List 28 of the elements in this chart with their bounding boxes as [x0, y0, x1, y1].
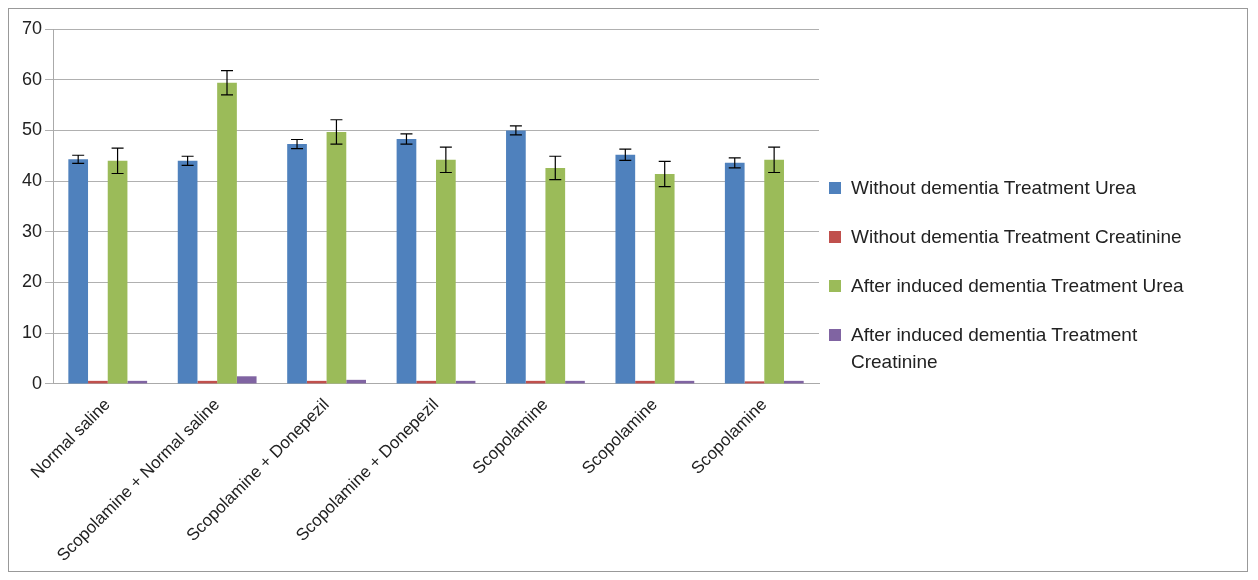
legend-label: After induced dementia Treatment Urea [851, 274, 1184, 298]
legend-label: After induced dementia Treatment Creatinine [851, 323, 1139, 374]
bar [506, 130, 526, 384]
y-tick-label: 20 [21, 271, 43, 292]
legend-label: Without dementia Treatment Urea [851, 176, 1137, 200]
bar [287, 144, 307, 384]
bar [68, 159, 89, 384]
bar [217, 82, 237, 384]
bar [177, 160, 198, 384]
y-tick-label: 70 [21, 17, 43, 38]
y-tick-label: 0 [32, 372, 43, 393]
legend-label: Without dementia Treatment Creatinine [851, 225, 1182, 249]
y-tick-label: 10 [21, 322, 43, 343]
bar [724, 162, 745, 384]
y-tick-label: 40 [21, 170, 43, 191]
y-tick-label: 30 [21, 220, 43, 241]
bar [436, 159, 456, 384]
bar [107, 160, 128, 384]
bar [326, 131, 347, 384]
y-tick-label: 60 [21, 68, 43, 89]
y-tick-label: 50 [21, 119, 43, 140]
bar [764, 159, 784, 384]
bar [654, 174, 675, 384]
bar [615, 154, 636, 384]
bar [236, 376, 257, 384]
bar [744, 381, 765, 384]
bar [545, 167, 566, 384]
bar [396, 139, 417, 384]
